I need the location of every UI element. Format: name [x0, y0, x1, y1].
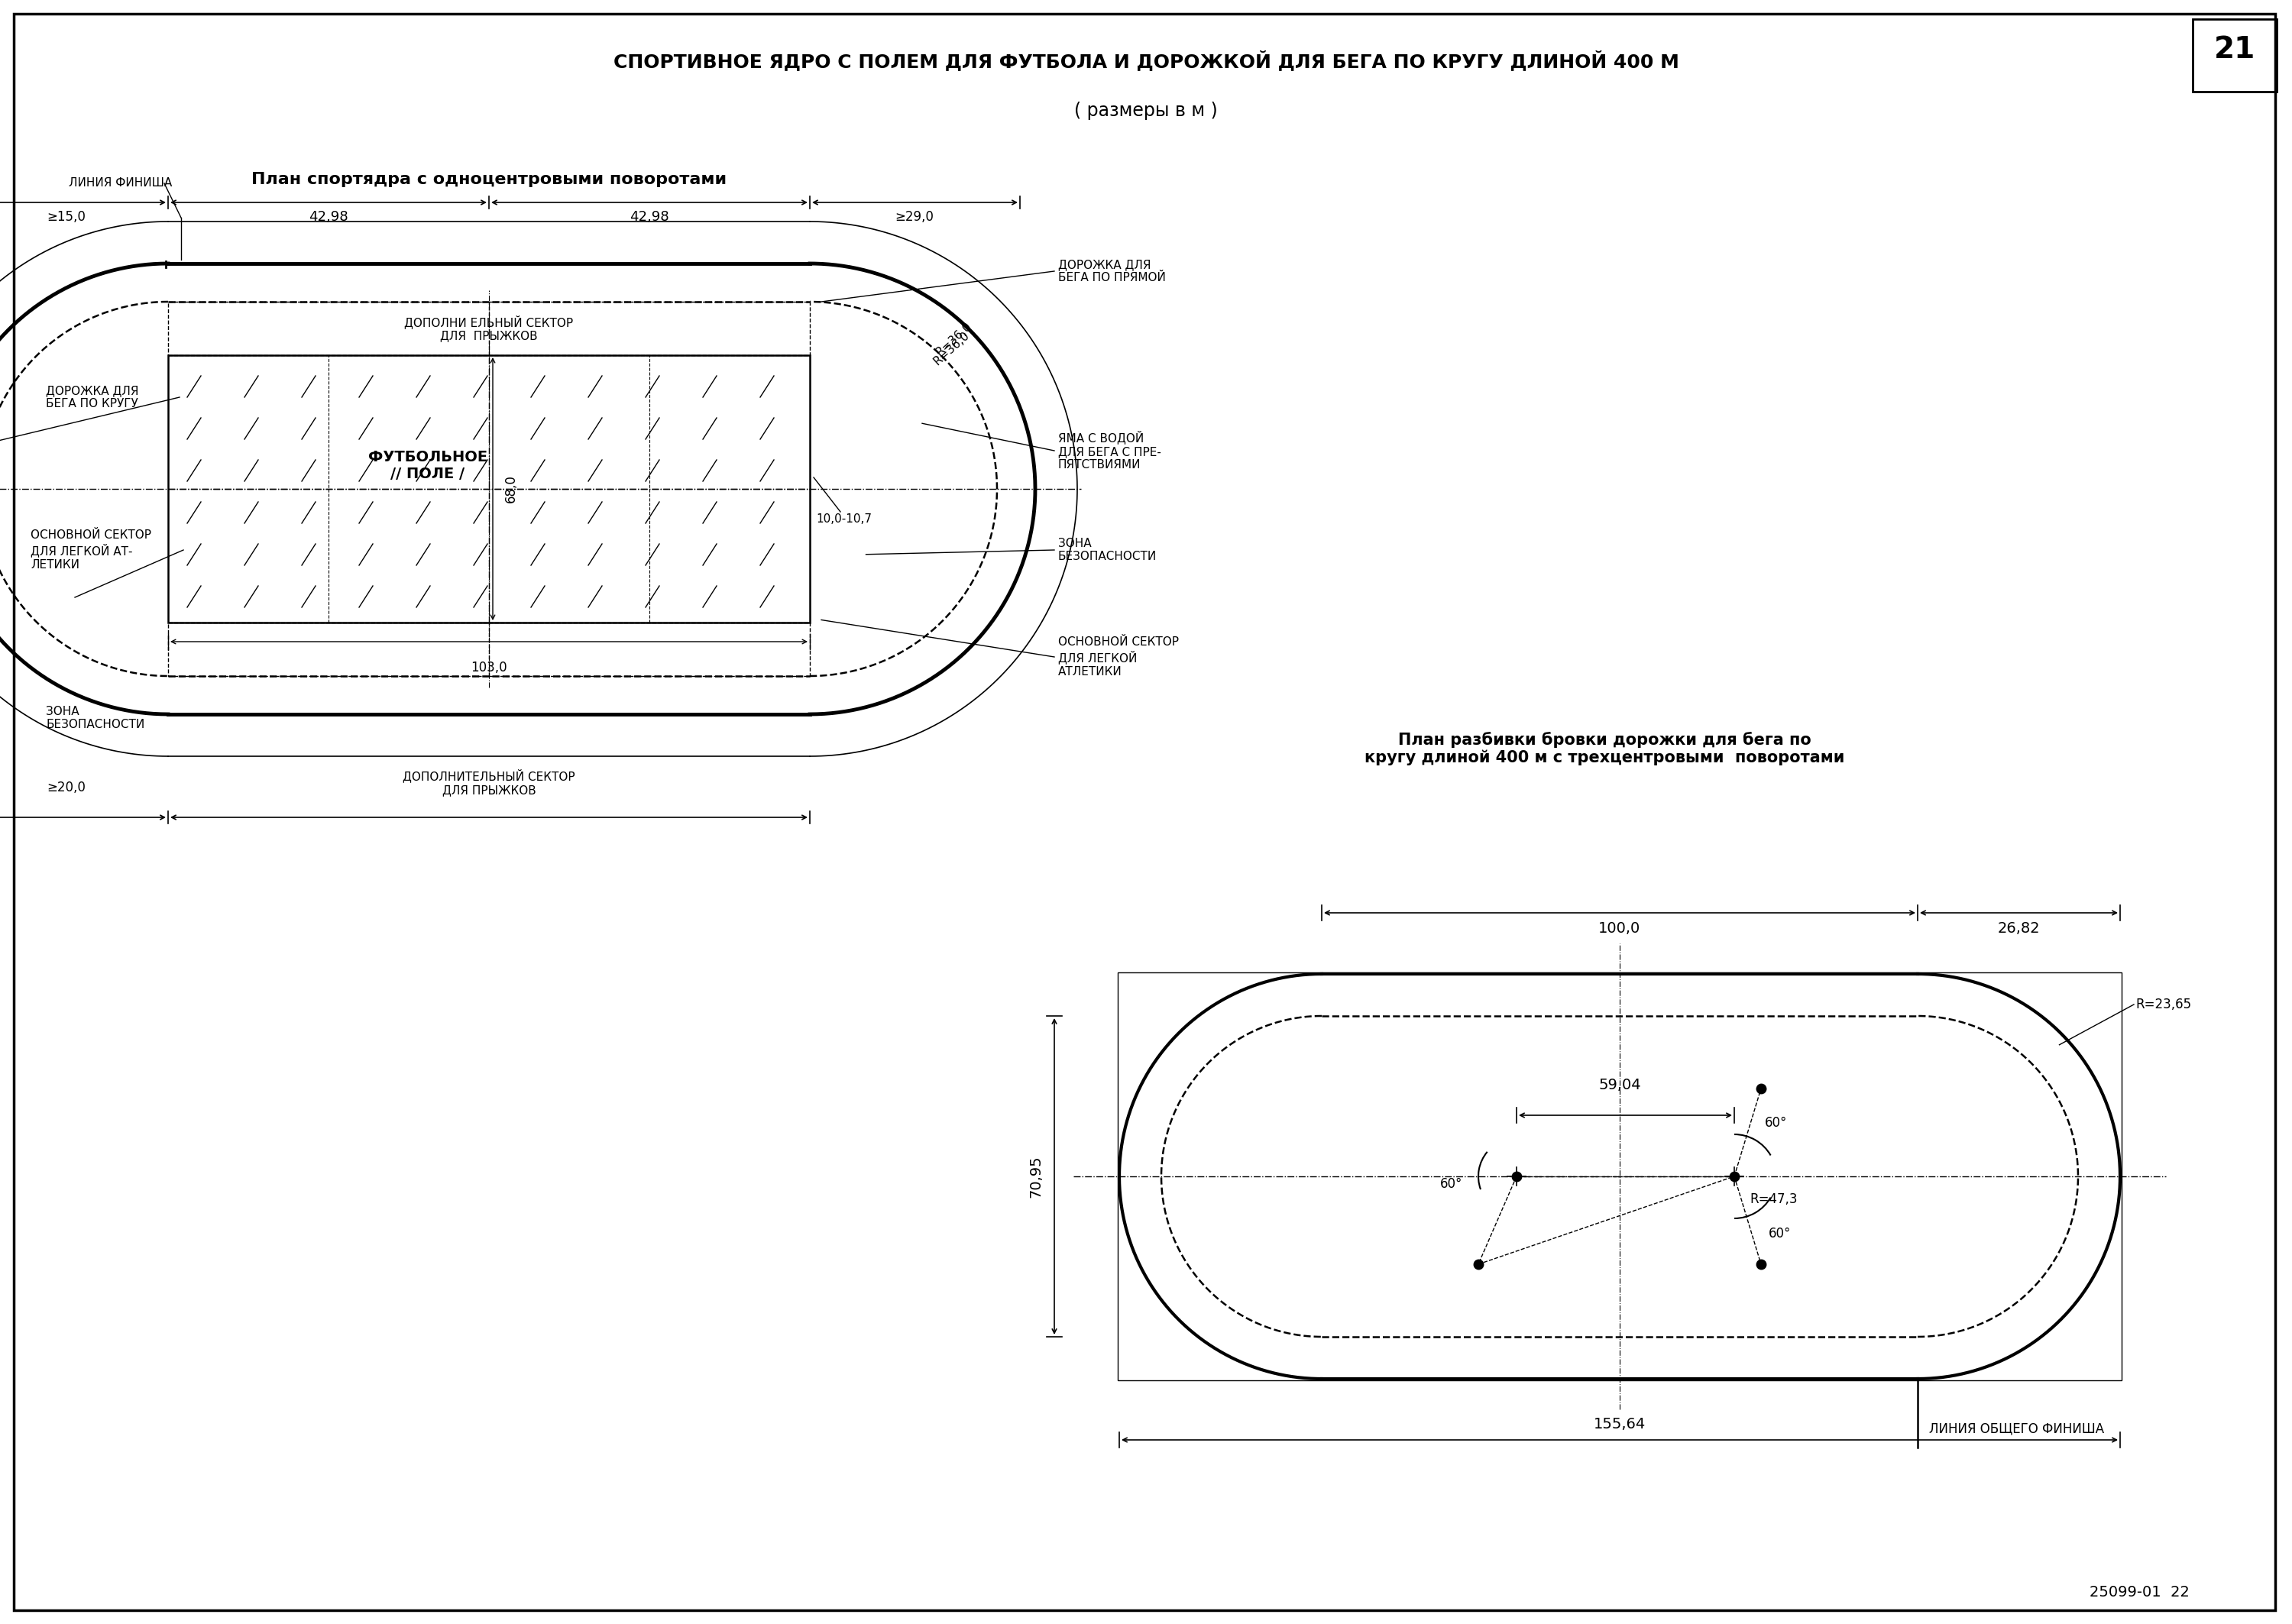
Text: 25099-01  22: 25099-01 22: [2090, 1585, 2189, 1600]
Bar: [167, 622, 809, 676]
Text: ≥20,0: ≥20,0: [48, 781, 85, 794]
Text: R=36,0: R=36,0: [931, 330, 972, 367]
Text: ЗОНА
БЕЗОПАСНОСТИ: ЗОНА БЕЗОПАСНОСТИ: [46, 706, 144, 731]
Text: 103,0: 103,0: [470, 661, 507, 674]
Bar: [167, 356, 809, 622]
Text: ЛИНИЯ ОБЩЕГО ФИНИША: ЛИНИЯ ОБЩЕГО ФИНИША: [1930, 1421, 2104, 1436]
Text: СПОРТИВНОЕ ЯДРО С ПОЛЕМ ДЛЯ ФУТБОЛА И ДОРОЖКОЙ ДЛЯ БЕГА ПО КРУГУ ДЛИНОЙ 400 М: СПОРТИВНОЕ ЯДРО С ПОЛЕМ ДЛЯ ФУТБОЛА И ДО…: [614, 50, 1678, 71]
Text: 100,0: 100,0: [1598, 921, 1641, 935]
Text: ДОПОЛНИ ЕЛЬНЫЙ СЕКТОР
ДЛЯ  ПРЫЖКОВ: ДОПОЛНИ ЕЛЬНЫЙ СЕКТОР ДЛЯ ПРЫЖКОВ: [403, 315, 573, 343]
Text: ЗОНА
БЕЗОПАСНОСТИ: ЗОНА БЕЗОПАСНОСТИ: [1059, 538, 1157, 562]
Text: 42,98: 42,98: [309, 209, 348, 224]
Text: ОСНОВНОЙ СЕКТОР
ДЛЯ ЛЕГКОЙ
АТЛЕТИКИ: ОСНОВНОЙ СЕКТОР ДЛЯ ЛЕГКОЙ АТЛЕТИКИ: [1059, 637, 1178, 677]
Text: ( размеры в м ): ( размеры в м ): [1075, 102, 1217, 120]
Text: 10,0-10,7: 10,0-10,7: [816, 513, 871, 525]
Text: 68,0: 68,0: [504, 474, 518, 503]
Text: ДОПОЛНИТЕЛЬНЫЙ СЕКТОР
ДЛЯ ПРЫЖКОВ: ДОПОЛНИТЕЛЬНЫЙ СЕКТОР ДЛЯ ПРЫЖКОВ: [403, 770, 575, 796]
Text: 42,98: 42,98: [630, 209, 669, 224]
Text: 60°: 60°: [1765, 1116, 1788, 1130]
Text: ЯМА С ВОДОЙ
ДЛЯ БЕГА С ПРЕ-
ПЯТСТВИЯМИ: ЯМА С ВОДОЙ ДЛЯ БЕГА С ПРЕ- ПЯТСТВИЯМИ: [1059, 430, 1162, 471]
Text: ДОРОЖКА ДЛЯ
БЕГА ПО ПРЯМОЙ: ДОРОЖКА ДЛЯ БЕГА ПО ПРЯМОЙ: [1059, 258, 1167, 284]
Text: 59,04: 59,04: [1598, 1078, 1641, 1093]
Text: План спортядра с одноцентровыми поворотами: План спортядра с одноцентровыми поворота…: [252, 172, 727, 187]
Text: 60°: 60°: [1769, 1226, 1792, 1241]
Text: 21: 21: [2214, 36, 2255, 65]
Text: План разбивки бровки дорожки для бега по
кругу длиной 400 м с трехцентровыми  по: План разбивки бровки дорожки для бега по…: [1364, 731, 1845, 765]
Bar: [167, 302, 809, 356]
Text: R=47,3: R=47,3: [1749, 1192, 1797, 1207]
Text: ФУТБОЛЬНОЕ
// ПОЛЕ /: ФУТБОЛЬНОЕ // ПОЛЕ /: [369, 450, 488, 482]
Text: ДОРОЖКА ДЛЯ
БЕГА ПО КРУГУ: ДОРОЖКА ДЛЯ БЕГА ПО КРУГУ: [46, 385, 138, 409]
Text: ≥15,0: ≥15,0: [48, 209, 85, 224]
Text: ЛИНИЯ ФИНИША: ЛИНИЯ ФИНИША: [69, 177, 172, 188]
Text: ≥29,0: ≥29,0: [896, 209, 933, 224]
Text: 70,95: 70,95: [1029, 1155, 1043, 1197]
Text: R=23,65: R=23,65: [2136, 997, 2191, 1012]
Text: 26,82: 26,82: [1996, 921, 2040, 935]
Bar: [1118, 973, 2122, 1380]
Text: R=36,0: R=36,0: [933, 320, 974, 359]
Text: ОСНОВНОЙ СЕКТОР
ДЛЯ ЛЕГКОЙ АТ-
ЛЕТИКИ: ОСНОВНОЙ СЕКТОР ДЛЯ ЛЕГКОЙ АТ- ЛЕТИКИ: [30, 529, 151, 570]
Text: 155,64: 155,64: [1593, 1418, 1646, 1431]
Bar: [2193, 19, 2276, 91]
Text: 60°: 60°: [1439, 1177, 1462, 1190]
